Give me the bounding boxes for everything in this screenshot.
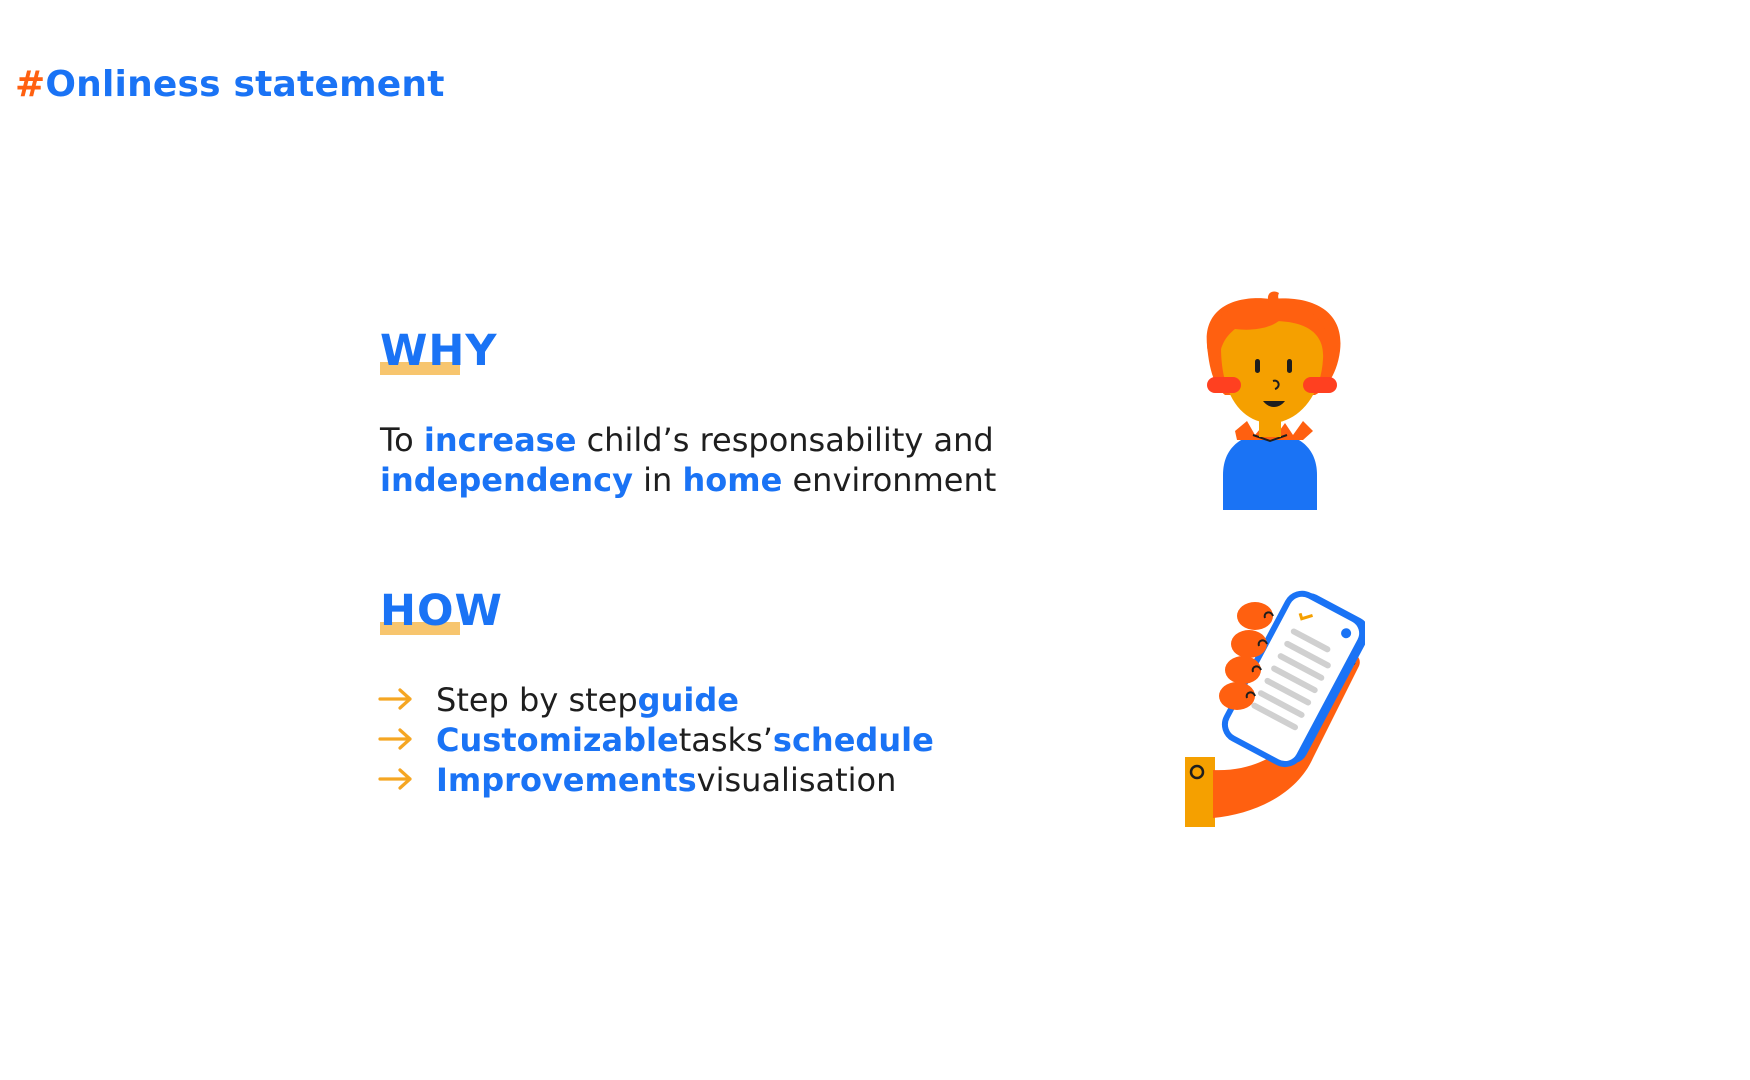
why-line2-segment: environment bbox=[782, 461, 997, 499]
how-item-text: tasks’ bbox=[678, 721, 773, 759]
how-list-item: Customizable tasks’ schedule bbox=[378, 720, 934, 760]
how-keyword-guide: guide bbox=[637, 681, 739, 719]
arrow-right-icon bbox=[378, 681, 436, 719]
arrow-right-icon bbox=[378, 761, 436, 799]
how-keyword-schedule: schedule bbox=[772, 721, 934, 759]
how-list: Step by step guide Customizable tasks’ s… bbox=[378, 680, 934, 800]
how-heading-text: HOW bbox=[380, 586, 503, 636]
how-heading-highlight bbox=[380, 622, 460, 635]
how-list-item: Step by step guide bbox=[378, 680, 934, 720]
how-item-text: Step by step bbox=[436, 681, 638, 719]
how-heading: HOW bbox=[380, 586, 503, 636]
why-line1-segment: To bbox=[380, 421, 424, 459]
why-line-2: independency in home environment bbox=[380, 460, 996, 500]
how-list-item: Improvements visualisation bbox=[378, 760, 934, 800]
why-heading: WHY bbox=[380, 326, 498, 376]
hand-holding-phone-icon bbox=[1185, 582, 1370, 831]
child-avatar-icon bbox=[1185, 285, 1355, 514]
why-keyword-increase: increase bbox=[423, 421, 577, 459]
title-text: Onliness statement bbox=[45, 64, 445, 105]
why-keyword-independency: independency bbox=[380, 461, 633, 499]
why-line2-segment: in bbox=[632, 461, 683, 499]
how-item-text: visualisation bbox=[696, 761, 897, 799]
why-line-1: To increase child’s responsability and bbox=[380, 420, 996, 460]
slide-title: #Onliness statement bbox=[15, 64, 445, 105]
why-keyword-home: home bbox=[682, 461, 783, 499]
how-keyword-customizable: Customizable bbox=[436, 721, 679, 759]
how-keyword-improvements: Improvements bbox=[436, 761, 697, 799]
title-hash: # bbox=[15, 64, 46, 105]
why-heading-highlight bbox=[380, 362, 460, 375]
why-heading-text: WHY bbox=[380, 326, 498, 376]
why-line1-segment: child’s responsability and bbox=[576, 421, 994, 459]
why-statement: To increase child’s responsability and i… bbox=[380, 420, 996, 500]
arrow-right-icon bbox=[378, 721, 436, 759]
